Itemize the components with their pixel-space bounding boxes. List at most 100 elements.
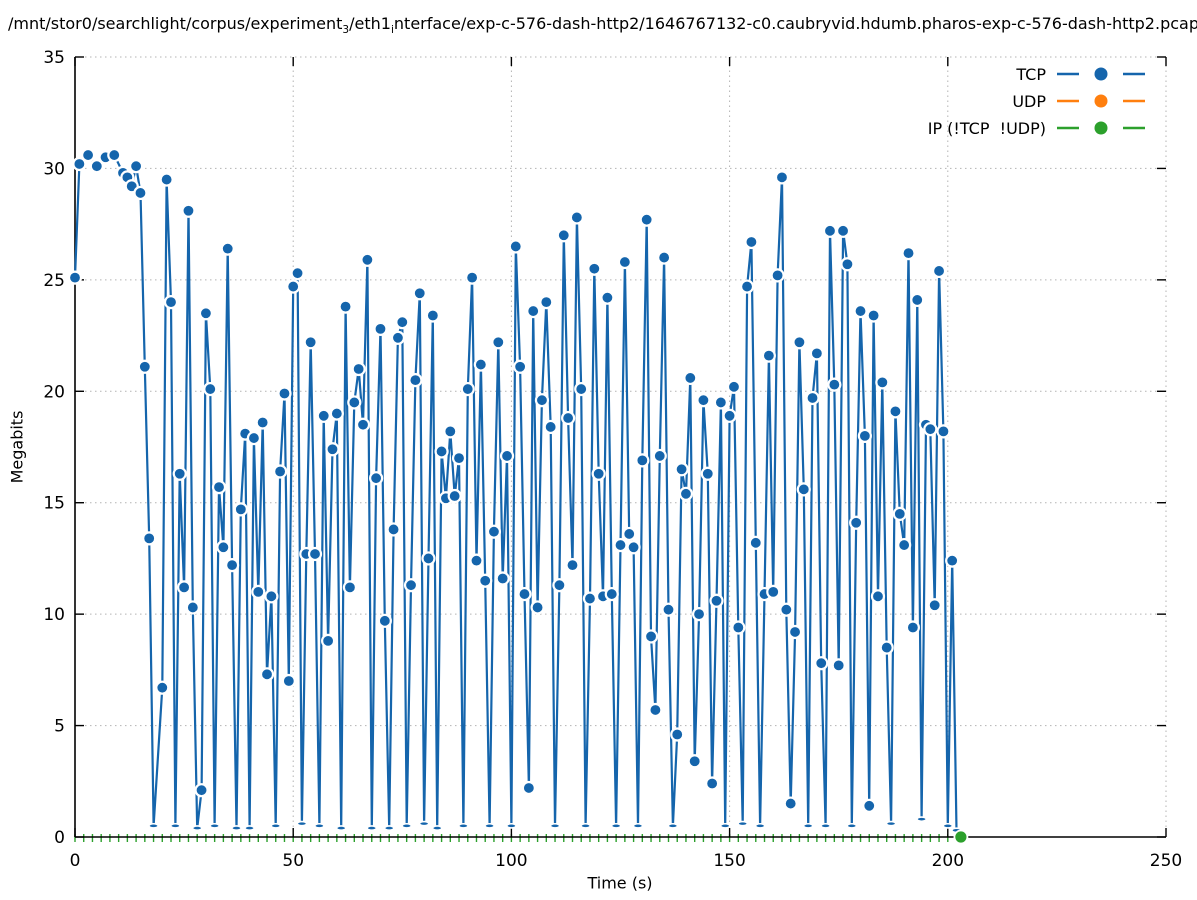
legend: TCP UDP IP (!TCP !UDP) <box>928 65 1145 138</box>
tcp-data-point <box>290 266 305 281</box>
tcp-data-point <box>600 290 615 305</box>
tcp-data-point <box>565 558 580 573</box>
tcp-data-point <box>779 602 794 617</box>
tcp-data-point <box>351 361 366 377</box>
tcp-data-point <box>307 546 323 562</box>
tcp-data-point <box>478 573 493 588</box>
tcp-data-point-low <box>366 825 378 831</box>
tcp-data-point <box>543 419 558 435</box>
tcp-data-point <box>316 408 331 423</box>
legend-sample-dot <box>1094 67 1108 81</box>
tcp-data-point <box>421 551 436 566</box>
tcp-data-point <box>203 381 218 397</box>
tcp-data-point <box>412 286 427 301</box>
tcp-data-point <box>281 673 296 689</box>
tcp-data-point-low <box>231 825 242 831</box>
tcp-data-point <box>128 159 144 174</box>
tcp-data-point <box>163 295 179 310</box>
tcp-data-point-low <box>209 822 221 829</box>
tcp-data-point <box>425 308 440 323</box>
tcp-data-point <box>796 482 811 497</box>
tcp-data-point <box>534 393 550 408</box>
tcp-data-point-low <box>270 822 282 829</box>
tcp-data-point <box>683 370 698 386</box>
tcp-data-point <box>748 535 763 550</box>
plot-title-subscript: 3 <box>342 24 350 37</box>
tcp-data-point <box>696 393 711 408</box>
tcp-data-point <box>72 156 87 172</box>
tcp-data-point <box>766 584 781 599</box>
tcp-data-point <box>569 210 584 225</box>
tcp-data-point <box>661 602 676 617</box>
tcp-data-point <box>277 386 292 401</box>
tcp-data-point <box>639 212 654 227</box>
tcp-data-point <box>181 203 196 218</box>
tcp-data-point <box>857 428 872 443</box>
tcp-data-point <box>905 620 920 635</box>
tcp-data-point <box>635 453 650 468</box>
tcp-data-point <box>355 417 371 432</box>
tcp-data-point-low <box>431 825 443 831</box>
tcp-data-point <box>177 580 192 595</box>
tcp-data-point <box>325 442 340 457</box>
plot-title: /mnt/stor0/searchlight/corpus/experiment… <box>8 14 1197 36</box>
x-tick-label: 200 <box>932 851 964 871</box>
ip-end-point <box>953 829 969 845</box>
x-tick-label: 250 <box>1150 851 1182 871</box>
tcp-data-point <box>822 223 838 238</box>
tcp-data-point-low <box>846 822 858 829</box>
tcp-data-point <box>945 553 960 568</box>
tcp-data-point <box>159 172 174 187</box>
tcp-data-point <box>273 464 288 479</box>
y-tick-label: 5 <box>54 717 65 737</box>
tcp-data-point-low <box>296 820 308 827</box>
tcp-data-point <box>709 593 724 608</box>
tcp-data-point <box>617 254 632 270</box>
legend-entry-tcp: TCP <box>1015 65 1145 84</box>
tcp-data-point <box>927 598 942 613</box>
tcp-data-point <box>849 515 864 530</box>
tcp-data-point <box>342 580 358 595</box>
tcp-data-point-low <box>802 822 814 829</box>
tcp-data-point-low <box>244 825 255 831</box>
y-tick-label: 15 <box>43 494 65 514</box>
tcp-data-point <box>722 408 737 423</box>
y-tick-label: 30 <box>43 159 65 179</box>
tcp-data-point <box>246 430 262 446</box>
legend-label: UDP <box>1012 92 1046 111</box>
tcp-data-point <box>657 250 672 265</box>
tcp-data-point <box>89 159 104 174</box>
x-tick-label: 150 <box>713 851 745 871</box>
tcp-data-point <box>377 613 392 628</box>
tcp-data-point <box>809 346 824 361</box>
tcp-data-point <box>133 185 148 201</box>
tcp-data-point <box>783 796 798 811</box>
tcp-data-point <box>687 754 702 769</box>
tcp-data-point <box>770 268 785 283</box>
tcp-data-point <box>434 444 449 459</box>
tcp-data-point <box>744 234 759 250</box>
tcp-data-point <box>574 381 589 397</box>
tcp-data-point <box>936 424 951 439</box>
plot-title-text: /eth1 <box>349 14 391 33</box>
legend-label: TCP <box>1015 65 1046 84</box>
tcp-data-point <box>739 279 755 294</box>
tcp-data-point-low <box>942 822 954 829</box>
tcp-data-point <box>678 486 694 501</box>
tcp-data-point <box>460 381 475 397</box>
x-tick-label: 0 <box>70 851 81 871</box>
y-tick-label: 25 <box>43 271 65 291</box>
tcp-data-point <box>691 607 707 622</box>
tcp-data-point <box>373 321 388 336</box>
tcp-data-point <box>495 571 510 586</box>
tcp-data-point <box>700 466 715 481</box>
legend-sample-dot <box>1094 94 1108 108</box>
tcp-data-point <box>216 540 231 555</box>
tcp-data-point-low <box>505 822 517 829</box>
tcp-data-point <box>233 502 248 517</box>
tcp-data-point <box>465 270 480 285</box>
tcp-data-point-low <box>719 822 731 829</box>
tcp-data-point-low <box>418 820 430 827</box>
tcp-data-point <box>286 279 301 294</box>
